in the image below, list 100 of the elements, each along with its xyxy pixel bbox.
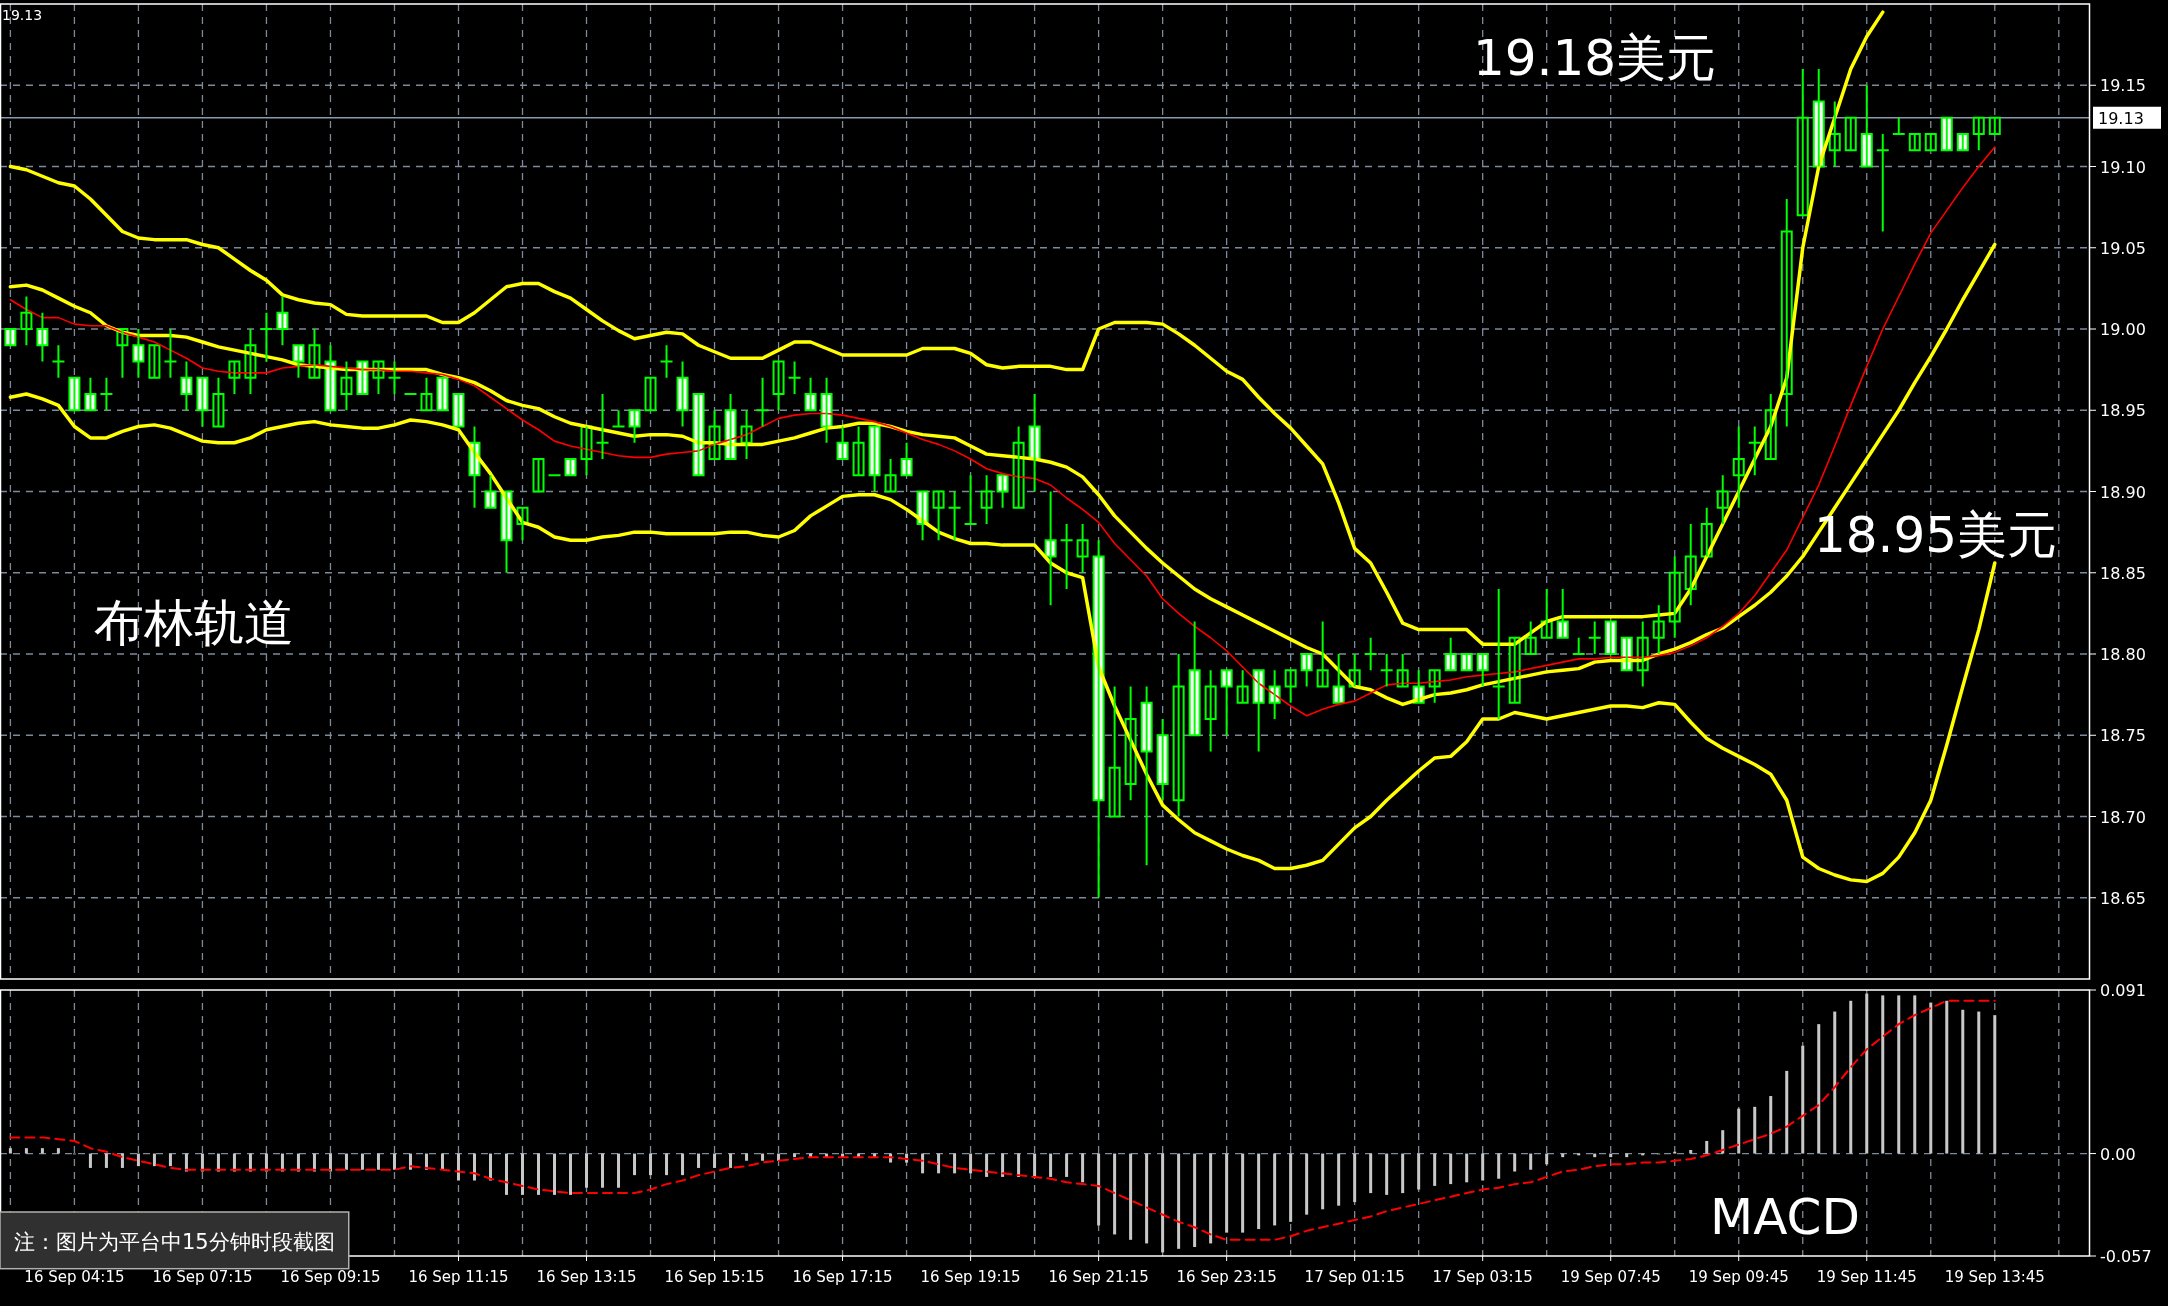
candlestick — [452, 393, 465, 428]
x-tick-label: 19 Sep 11:45 — [1816, 1268, 1917, 1286]
bar — [1225, 1153, 1229, 1233]
bar — [1401, 1153, 1405, 1194]
candlestick — [611, 409, 626, 428]
y-tick-label: 19.15 — [2100, 76, 2146, 96]
bar — [360, 1153, 364, 1170]
bar — [104, 1153, 108, 1168]
bar — [537, 1153, 540, 1195]
bar — [1529, 1153, 1533, 1170]
bar — [1001, 1153, 1005, 1177]
bar — [1289, 1153, 1293, 1222]
annotation: 19.18美元 — [1473, 29, 1717, 87]
bar — [1337, 1153, 1341, 1206]
bar — [1385, 1153, 1389, 1195]
bar — [1017, 1153, 1021, 1177]
bar — [488, 1153, 492, 1181]
bar — [1769, 1096, 1773, 1154]
bar — [633, 1153, 637, 1176]
bar — [1113, 1153, 1117, 1235]
bar — [1241, 1153, 1245, 1233]
candlestick — [148, 344, 161, 379]
candlestick — [356, 360, 369, 395]
bar — [120, 1153, 124, 1168]
bar — [585, 1153, 589, 1188]
candlestick — [68, 376, 81, 412]
bar — [1705, 1140, 1709, 1154]
bar — [1417, 1153, 1421, 1190]
bar — [1465, 1153, 1469, 1183]
x-tick-label: 16 Sep 04:15 — [24, 1268, 125, 1286]
ref-line-label: 19.13 — [2098, 108, 2144, 128]
bar — [1849, 1000, 1853, 1154]
bar — [1961, 1009, 1965, 1154]
bar — [1257, 1153, 1261, 1230]
annotation: 布林轨道 — [94, 594, 294, 652]
bar — [1545, 1153, 1549, 1165]
bar — [1193, 1153, 1197, 1248]
bar — [1753, 1106, 1757, 1154]
bar — [344, 1153, 348, 1170]
bar — [184, 1153, 188, 1172]
bar — [1369, 1153, 1373, 1194]
bar — [328, 1153, 332, 1172]
y-tick-label: 18.80 — [2100, 645, 2146, 664]
y-tick-label: 0.091 — [2100, 981, 2146, 1000]
x-tick-label: 16 Sep 09:15 — [280, 1268, 381, 1286]
candlestick — [532, 458, 545, 493]
bar — [1305, 1153, 1309, 1215]
bar — [440, 1153, 444, 1170]
bar — [1993, 1015, 1997, 1154]
y-tick-label: 18.70 — [2100, 807, 2146, 827]
candlestick — [436, 376, 449, 412]
bar — [1049, 1153, 1053, 1177]
x-tick-label: 16 Sep 19:15 — [920, 1268, 1021, 1286]
bar — [1353, 1153, 1357, 1203]
bar — [1913, 995, 1917, 1154]
candlestick — [1508, 636, 1521, 704]
bar — [617, 1153, 621, 1188]
candlestick — [1844, 116, 1857, 152]
bar — [1513, 1153, 1517, 1172]
bar — [1929, 1002, 1933, 1154]
bar — [1881, 995, 1885, 1154]
bar — [745, 1153, 749, 1161]
bar — [697, 1153, 701, 1168]
bar — [88, 1153, 92, 1168]
bar — [953, 1153, 957, 1174]
y-tick-label: 0.00 — [2100, 1144, 2136, 1164]
x-tick-label: 16 Sep 21:15 — [1048, 1268, 1149, 1286]
x-tick-label: 16 Sep 11:15 — [408, 1268, 509, 1286]
annotation: 19.13 — [2, 7, 43, 23]
x-tick-label: 19 Sep 13:45 — [1944, 1268, 2045, 1286]
x-tick-label: 19 Sep 09:45 — [1688, 1268, 1789, 1286]
bar — [713, 1153, 717, 1168]
y-tick-label: 19.10 — [2100, 157, 2146, 177]
bar — [681, 1153, 685, 1176]
x-tick-label: 16 Sep 23:15 — [1176, 1268, 1277, 1286]
bar — [601, 1153, 605, 1188]
bar — [1449, 1153, 1453, 1185]
bar — [569, 1153, 573, 1195]
bar — [1817, 1024, 1821, 1154]
candlestick — [963, 474, 978, 525]
bar — [1177, 1153, 1181, 1249]
bar — [1833, 1011, 1837, 1154]
bar — [649, 1153, 653, 1176]
bar — [1481, 1153, 1485, 1181]
bar — [969, 1153, 973, 1174]
candlestick — [1988, 116, 2001, 135]
bar — [1721, 1130, 1725, 1154]
x-tick-label: 16 Sep 13:15 — [536, 1268, 637, 1286]
bar — [1801, 1045, 1805, 1154]
candlestick — [1604, 620, 1617, 655]
y-tick-label: -0.057 — [2100, 1247, 2152, 1266]
bar — [1785, 1070, 1789, 1154]
bar — [152, 1153, 156, 1167]
bar — [1161, 1153, 1165, 1253]
bar — [761, 1153, 765, 1161]
bar — [392, 1153, 396, 1170]
x-tick-label: 17 Sep 03:15 — [1432, 1268, 1533, 1286]
candlestick — [1940, 116, 1953, 152]
bar — [1145, 1153, 1149, 1244]
bar — [1433, 1153, 1437, 1186]
